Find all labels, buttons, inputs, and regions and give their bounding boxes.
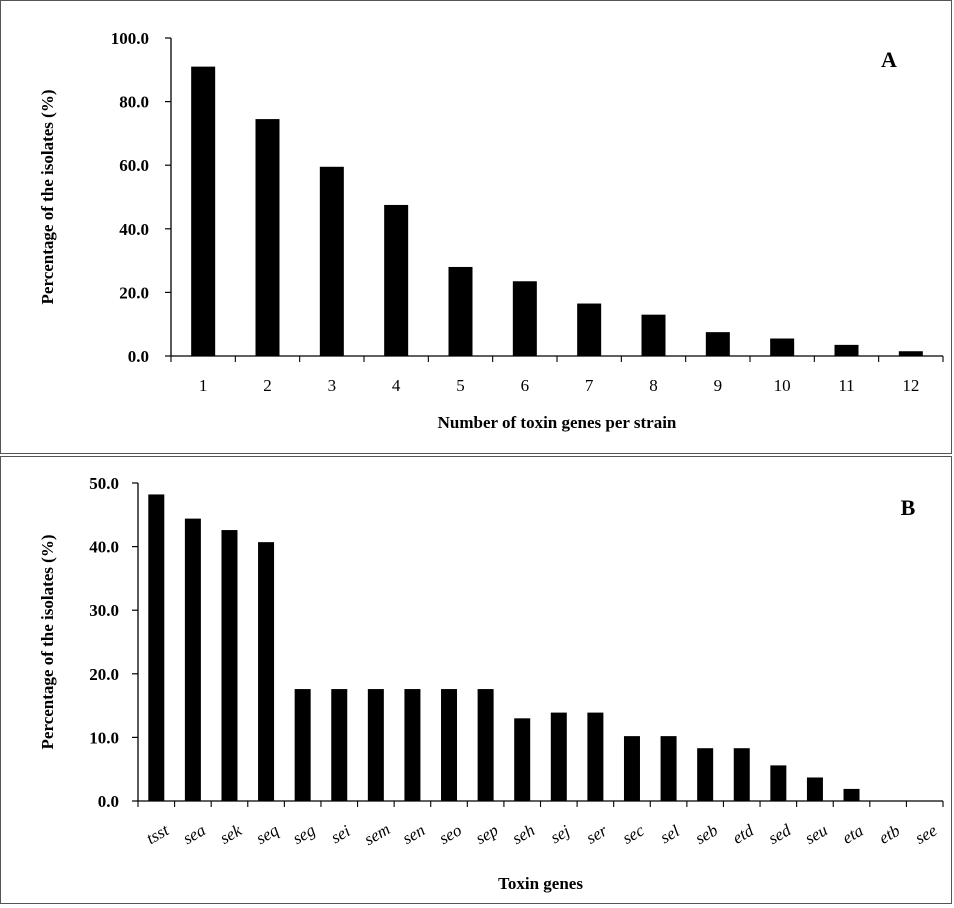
bar — [404, 689, 421, 801]
bar — [770, 765, 787, 801]
y-tick-label: 40.0 — [89, 538, 119, 557]
x-axis-title: Toxin genes — [498, 874, 583, 893]
bar — [577, 303, 602, 356]
bar — [191, 66, 216, 357]
category-label: sed — [765, 820, 795, 848]
y-tick-label: 100.0 — [111, 29, 149, 48]
category-label: tsst — [143, 820, 173, 848]
y-tick-label: 60.0 — [119, 156, 149, 175]
panel-b: 0.0 10.0 20.0 30.0 40.0 50.0 tsst sea sek seq seg s… — [0, 456, 952, 904]
bar — [294, 689, 311, 801]
bar — [550, 712, 567, 801]
category-label: eta — [839, 821, 866, 848]
category-label: 1 — [199, 376, 208, 395]
bar — [733, 748, 750, 801]
category-label: 5 — [456, 376, 465, 395]
bar — [705, 332, 730, 356]
category-label: seo — [436, 820, 465, 848]
category-label: 4 — [392, 376, 401, 395]
category-label: 9 — [714, 376, 723, 395]
bar — [697, 748, 714, 801]
y-axis-title: Percentage of the isolates (%) — [38, 90, 57, 305]
bar — [587, 712, 604, 801]
y-tick-label: 10.0 — [89, 728, 119, 747]
bar — [184, 518, 201, 801]
category-label: seh — [509, 820, 538, 848]
bar — [898, 351, 923, 356]
category-label: 12 — [902, 376, 919, 395]
bar — [441, 689, 458, 801]
bar — [770, 338, 795, 356]
category-label: seq — [253, 820, 283, 848]
bar — [384, 204, 409, 356]
category-label: ser — [583, 821, 611, 848]
y-tick-label: 40.0 — [119, 220, 149, 239]
category-label: etb — [876, 821, 903, 848]
category-label: sek — [217, 820, 246, 848]
bar — [514, 718, 531, 801]
bar — [477, 689, 494, 801]
bar — [623, 736, 640, 801]
category-label: 2 — [263, 376, 272, 395]
y-tick-label: 20.0 — [119, 283, 149, 302]
category-label: seg — [289, 820, 318, 848]
y-tick-label: 0.0 — [128, 347, 149, 366]
category-label: sen — [399, 820, 428, 848]
category-label: 10 — [774, 376, 791, 395]
bar — [255, 119, 280, 356]
bar — [319, 166, 344, 356]
bar — [258, 542, 275, 801]
x-axis-title: Number of toxin genes per strain — [438, 413, 677, 432]
y-tick-label: 0.0 — [98, 792, 119, 811]
y-tick-label: 50.0 — [89, 474, 119, 493]
y-tick-label: 80.0 — [119, 93, 149, 112]
category-label: seb — [692, 820, 721, 848]
category-label: sec — [619, 820, 648, 848]
bar — [448, 266, 473, 356]
category-label: 8 — [649, 376, 658, 395]
y-axis-title: Percentage of the isolates (%) — [38, 535, 57, 750]
category-label: seu — [802, 820, 831, 848]
category-label: see — [912, 820, 941, 848]
category-label: 3 — [328, 376, 337, 395]
bar — [512, 281, 537, 356]
y-tick-label: 30.0 — [89, 601, 119, 620]
category-label: etd — [729, 821, 757, 848]
category-label: sep — [472, 820, 501, 848]
panel-a: 0.0 20.0 40.0 60.0 80.0 100.0 1 2 3 4 5 6 7 8 9 10 11 12 N… — [0, 0, 952, 454]
bar — [660, 736, 677, 801]
category-label: sej — [547, 821, 573, 847]
y-tick-label: 20.0 — [89, 665, 119, 684]
category-label: 11 — [838, 376, 854, 395]
bar — [331, 689, 348, 801]
category-label: sea — [180, 820, 209, 848]
bar — [843, 788, 860, 801]
category-label: 7 — [585, 376, 594, 395]
category-label: sem — [361, 819, 393, 849]
panel-letter: B — [901, 495, 916, 520]
bar — [806, 777, 823, 801]
bar — [148, 494, 165, 801]
panel-letter: A — [881, 47, 897, 72]
bar — [221, 530, 238, 801]
bar — [834, 344, 859, 356]
bar — [367, 689, 384, 801]
category-label: sel — [657, 821, 683, 847]
category-label: 6 — [521, 376, 530, 395]
bar — [641, 314, 666, 356]
category-label: sei — [328, 821, 354, 847]
